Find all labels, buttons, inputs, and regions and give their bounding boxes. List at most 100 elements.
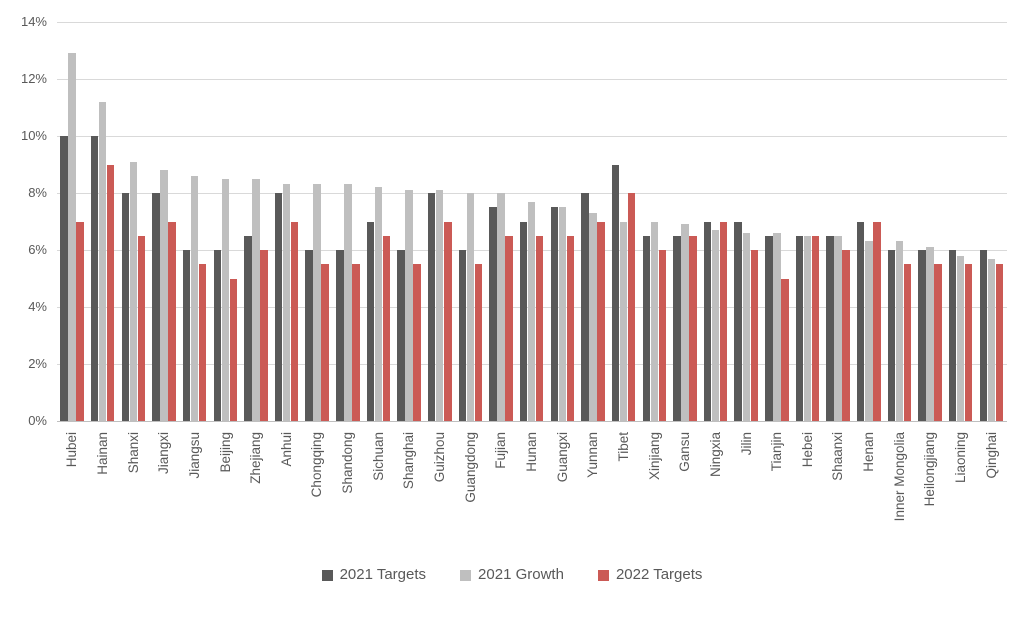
x-category-label: Anhui — [278, 432, 294, 467]
x-category-label: Yunnan — [585, 432, 601, 478]
bar-2021-growth — [773, 232, 781, 421]
bar-2022-targets — [352, 264, 360, 421]
bar-2021-targets — [90, 136, 99, 421]
bar-2021-targets — [734, 221, 742, 421]
bar-2022-targets — [229, 278, 237, 421]
bar-2021-targets — [305, 250, 313, 421]
bar-2021-targets — [519, 221, 528, 421]
bar-2021-targets — [611, 164, 620, 421]
bar-2021-targets — [642, 235, 650, 421]
legend-label: 2021 Growth — [478, 566, 564, 583]
bar-2021-growth — [466, 193, 475, 421]
x-category-label: Tianjin — [769, 432, 785, 472]
legend-label: 2022 Targets — [615, 566, 703, 583]
bar-2021-targets — [213, 250, 221, 421]
bar-2021-growth — [527, 201, 536, 421]
gridline — [57, 79, 1007, 80]
bar-2021-growth — [313, 184, 321, 421]
bar-2021-growth — [895, 241, 904, 421]
y-tick-label: 12% — [20, 71, 47, 86]
x-category-label: Hubei — [64, 432, 80, 468]
bar-2021-targets — [826, 235, 834, 421]
bar-2021-targets — [244, 235, 252, 421]
x-category-label: Shanghai — [401, 432, 417, 490]
bar-2022-targets — [536, 235, 544, 421]
x-category-label: Chongqing — [309, 432, 325, 498]
x-category-label: Ningxia — [707, 432, 723, 478]
bar-2021-targets — [458, 250, 467, 421]
bar-2021-targets — [673, 235, 681, 421]
legend-label: 2021 Targets — [339, 566, 427, 583]
bar-2021-growth — [190, 175, 199, 421]
bar-2021-growth — [98, 101, 107, 421]
bar-2021-growth — [405, 190, 413, 421]
x-category-label: Xinjiang — [646, 432, 662, 481]
bar-2022-targets — [260, 250, 268, 421]
bar-2021-targets — [857, 221, 865, 421]
bar-2021-targets — [60, 136, 68, 421]
y-tick-label: 4% — [28, 299, 47, 314]
bar-2021-growth — [957, 255, 965, 421]
x-category-label: Hainan — [94, 432, 110, 475]
legend-item: 2021 Targets — [321, 566, 427, 584]
bar-2022-targets — [719, 221, 728, 421]
bar-2021-targets — [428, 193, 436, 421]
bar-2021-growth — [650, 221, 658, 421]
bar-2021-targets — [948, 250, 957, 421]
bar-2021-growth — [865, 241, 873, 421]
legend-item: 2022 Targets — [597, 566, 703, 584]
x-category-label: Shaanxi — [830, 432, 846, 481]
x-category-label: Heilongjiang — [922, 432, 938, 507]
bar-2021-targets — [765, 235, 773, 421]
bar-2021-growth — [681, 224, 689, 421]
bar-2022-targets — [137, 235, 146, 421]
bar-2021-targets — [336, 250, 344, 421]
gridline — [57, 193, 1007, 194]
bar-2021-growth — [711, 230, 720, 421]
bar-2022-targets — [76, 221, 84, 421]
bar-2022-targets — [811, 235, 820, 421]
x-category-label: Hunan — [524, 432, 539, 472]
x-category-label: Liaoning — [953, 432, 969, 484]
y-tick-label: 10% — [20, 128, 47, 143]
x-category-label: Guangxi — [554, 432, 570, 483]
bar-2022-targets — [597, 221, 605, 421]
bar-2021-growth — [834, 235, 842, 421]
bar-2022-targets — [658, 250, 667, 421]
bar-2021-targets — [397, 250, 405, 421]
bar-2022-targets — [689, 235, 697, 421]
bar-2021-growth — [344, 184, 352, 421]
bar-2022-targets — [382, 235, 391, 421]
bar-2021-growth — [252, 178, 260, 421]
bar-2021-growth — [589, 212, 597, 421]
bar-2021-growth — [68, 53, 76, 421]
bar-2022-targets — [750, 250, 758, 421]
bar-2021-targets — [489, 207, 497, 421]
bar-2021-growth — [803, 235, 812, 421]
x-category-label: Henan — [861, 432, 877, 472]
x-category-label: Sichuan — [370, 432, 386, 481]
x-category-label: Gansu — [677, 432, 693, 472]
y-tick-label: 6% — [28, 242, 47, 257]
bar-2022-targets — [781, 278, 789, 421]
bar-2022-targets — [934, 264, 942, 421]
x-category-label: Fujian — [493, 432, 509, 469]
bar-2021-targets — [979, 250, 988, 421]
bar-2021-growth — [282, 184, 291, 421]
y-tick-label: 2% — [28, 356, 47, 371]
x-category-label: Tibet — [615, 432, 631, 462]
bar-2022-targets — [903, 264, 912, 421]
x-category-label: Zhejiang — [248, 432, 264, 484]
bar-2022-targets — [474, 264, 483, 421]
bar-2021-growth — [619, 221, 628, 421]
bar-2021-targets — [121, 193, 129, 421]
bar-2021-targets — [795, 235, 804, 421]
gridline — [57, 136, 1007, 137]
x-category-label: Shanxi — [125, 432, 141, 474]
bar-2021-targets — [887, 250, 896, 421]
x-category-label: Qinghai — [983, 432, 999, 479]
bar-2021-targets — [152, 193, 160, 421]
bar-2022-targets — [444, 221, 452, 421]
bar-2021-growth — [742, 232, 750, 421]
